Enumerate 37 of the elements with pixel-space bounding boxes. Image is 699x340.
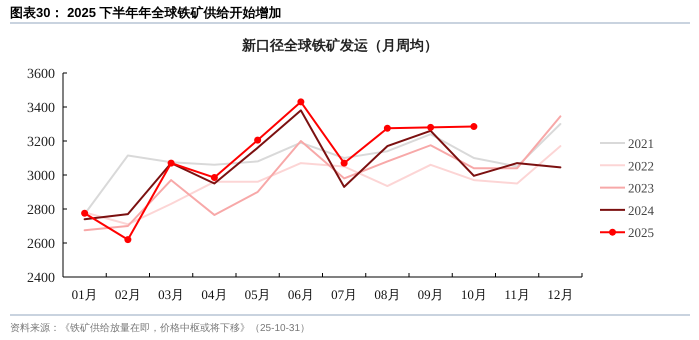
- point: [384, 124, 391, 132]
- point: [168, 160, 175, 167]
- y-tick-label: 3200: [27, 135, 55, 150]
- point: [427, 124, 434, 131]
- x-tick-label: 10月: [460, 287, 487, 302]
- x-tick-label: 08月: [374, 287, 400, 302]
- point: [81, 210, 88, 217]
- x-tick-label: 11月: [504, 287, 530, 302]
- y-tick-label: 2400: [27, 271, 55, 286]
- x-tick-label: 04月: [201, 287, 228, 302]
- y-tick-label: 2600: [27, 237, 55, 252]
- text: 资料来源：《铁矿供给放量在即，价格中枢或将下移》（25-10-31）: [10, 322, 310, 334]
- legend-label: 2021: [628, 136, 654, 151]
- y-tick-label: 3000: [27, 169, 55, 184]
- x-tick-label: 01月: [72, 287, 98, 302]
- y-tick-label: 3600: [27, 67, 55, 82]
- point: [210, 174, 218, 182]
- legend-label: 2024: [628, 202, 654, 218]
- x-tick-label: 05月: [244, 287, 271, 302]
- point: [340, 160, 348, 167]
- chart-subtitle: 图表30： 2025 下半年年全球铁矿供给开始增加: [10, 5, 282, 20]
- point: [254, 136, 262, 144]
- x-tick-label: 07月: [331, 287, 358, 302]
- point: [297, 98, 304, 106]
- x-tick-label: 03月: [158, 287, 184, 302]
- x-tick-label: 06月: [288, 287, 314, 302]
- point: [470, 123, 478, 130]
- x-tick-label: 12月: [547, 287, 574, 302]
- point: [124, 236, 132, 244]
- y-tick-label: 3400: [27, 101, 55, 116]
- x-tick-label: 09月: [418, 287, 444, 302]
- x-tick-label: 02月: [114, 287, 141, 302]
- legend-label: 2023: [628, 180, 654, 196]
- chart-title: 新口径全球铁矿发运（月周均）: [241, 37, 438, 54]
- legend-label: 2022: [628, 158, 654, 174]
- y-tick-label: 2800: [27, 203, 55, 218]
- legend-label: 2025: [628, 225, 654, 240]
